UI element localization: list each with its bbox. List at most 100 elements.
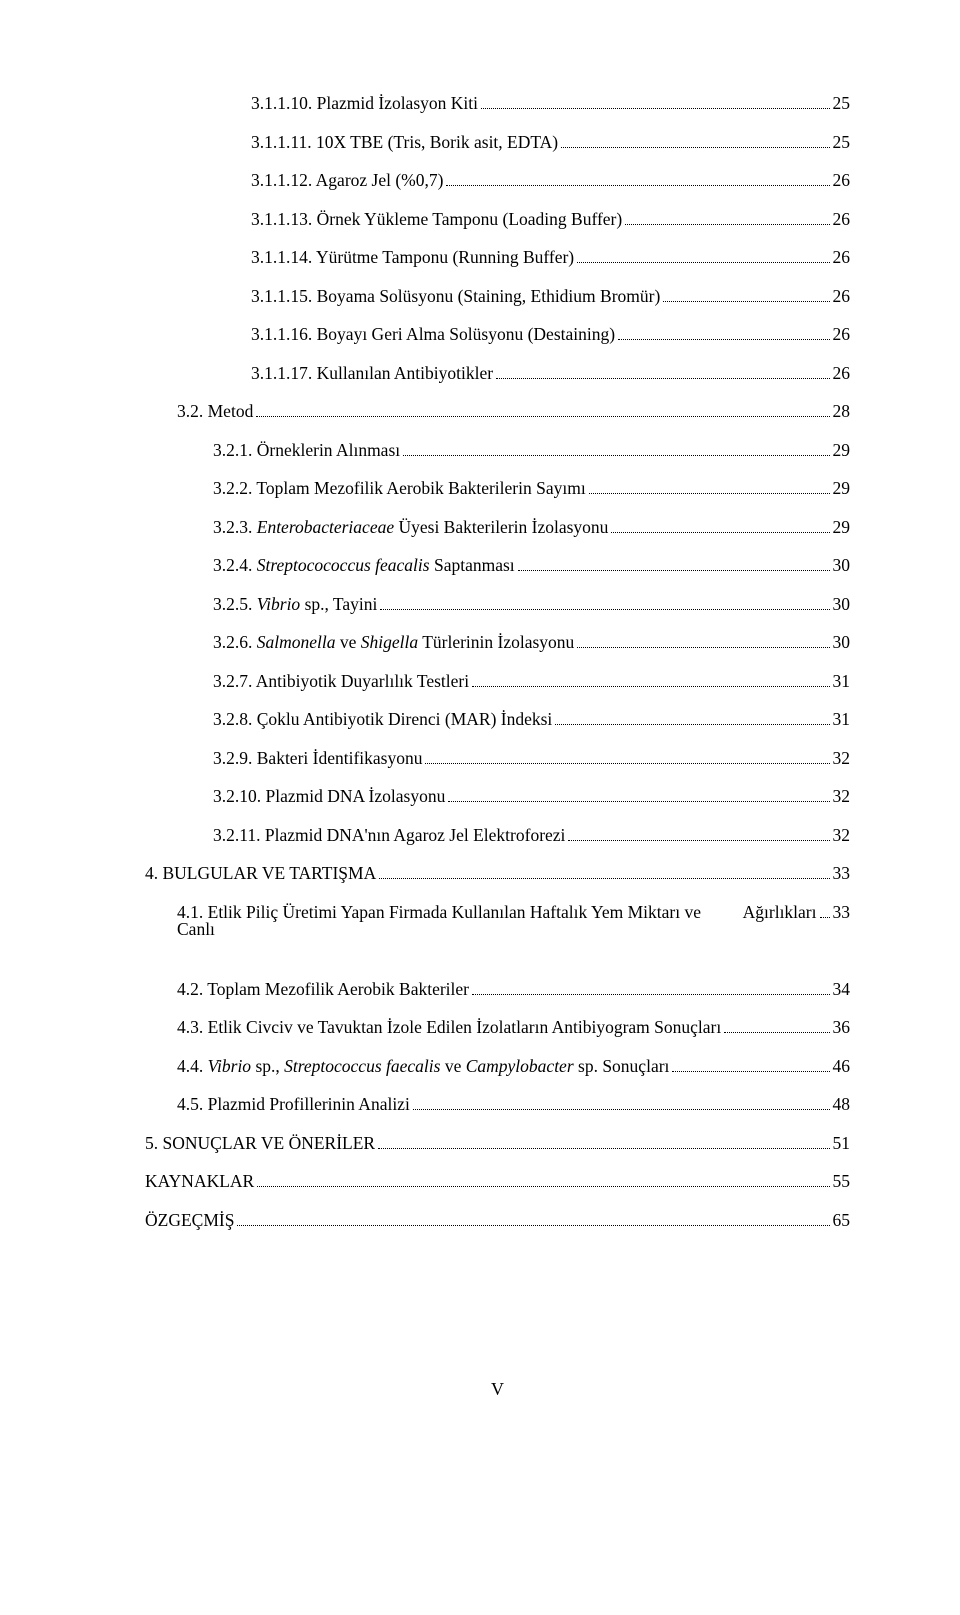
toc-page-number: 48	[833, 1096, 851, 1114]
toc-leader-dots	[561, 147, 829, 148]
toc-leader-dots	[380, 609, 829, 610]
toc-entry: 4.3. Etlik Civciv ve Tavuktan İzole Edil…	[145, 1019, 850, 1037]
toc-label: 4.1. Etlik Piliç Üretimi Yapan Firmada K…	[177, 904, 705, 939]
toc-leader-dots	[820, 917, 830, 918]
toc-page-number: 26	[833, 172, 851, 190]
toc-leader-dots	[472, 686, 829, 687]
toc-page-number: 29	[833, 442, 851, 460]
toc-page-number: 33	[833, 865, 851, 883]
toc-leader-dots	[518, 570, 830, 571]
toc-leader-dots	[446, 185, 829, 186]
toc-label: 3.2.1. Örneklerin Alınması	[213, 442, 400, 460]
toc-entry: 4.2. Toplam Mezofilik Aerobik Bakteriler…	[145, 981, 850, 999]
toc-page-number: 51	[833, 1135, 851, 1153]
toc-page-number: 32	[833, 827, 851, 845]
toc-entry: 3.1.1.11. 10X TBE (Tris, Borik asit, EDT…	[145, 134, 850, 152]
toc-label: 4.2. Toplam Mezofilik Aerobik Bakteriler	[177, 981, 469, 999]
toc-label: 3.1.1.13. Örnek Yükleme Tamponu (Loading…	[251, 211, 622, 229]
toc-leader-dots	[568, 840, 829, 841]
toc-page-number: 30	[833, 557, 851, 575]
toc-leader-dots	[472, 994, 830, 995]
toc-entry: 3.2.3. Enterobacteriaceae Üyesi Bakteril…	[145, 519, 850, 537]
toc-label: 5. SONUÇLAR VE ÖNERİLER	[145, 1135, 375, 1153]
toc-label: 4.4. Vibrio sp., Streptococcus faecalis …	[177, 1058, 669, 1076]
toc-entry: 3.1.1.10. Plazmid İzolasyon Kiti25	[145, 95, 850, 113]
toc-label: 3.1.1.14. Yürütme Tamponu (Running Buffe…	[251, 249, 574, 267]
toc-page-number: 26	[833, 288, 851, 306]
toc-page-number: 26	[833, 249, 851, 267]
toc-entry: 4.1. Etlik Piliç Üretimi Yapan Firmada K…	[145, 904, 850, 960]
toc-leader-dots	[663, 301, 829, 302]
toc-entry: 3.2. Metod28	[145, 403, 850, 421]
toc-leader-dots	[496, 378, 829, 379]
toc-entry: 3.2.9. Bakteri İdentifikasyonu 32	[145, 750, 850, 768]
toc-label-continued: Ağırlıkları	[743, 904, 817, 922]
toc-entry: 3.2.6. Salmonella ve Shigella Türlerinin…	[145, 634, 850, 652]
toc-label: 3.2.8. Çoklu Antibiyotik Direnci (MAR) İ…	[213, 711, 552, 729]
toc-entry: 3.1.1.15. Boyama Solüsyonu (Staining, Et…	[145, 288, 850, 306]
toc-page-number: 29	[833, 519, 851, 537]
toc-entry: 3.2.7. Antibiyotik Duyarlılık Testleri 31	[145, 673, 850, 691]
toc-label: 3.2.4. Streptocococcus feacalis Saptanma…	[213, 557, 515, 575]
toc-page-number: 29	[833, 480, 851, 498]
toc-leader-dots	[577, 262, 829, 263]
toc-entry: ÖZGEÇMİŞ65	[145, 1212, 850, 1230]
toc-label: 3.1.1.15. Boyama Solüsyonu (Staining, Et…	[251, 288, 660, 306]
toc-entry: 3.1.1.14. Yürütme Tamponu (Running Buffe…	[145, 249, 850, 267]
toc-leader-dots	[555, 724, 829, 725]
toc-leader-dots	[577, 647, 829, 648]
toc-label: 3.2.7. Antibiyotik Duyarlılık Testleri	[213, 673, 469, 691]
toc-label: 3.1.1.16. Boyayı Geri Alma Solüsyonu (De…	[251, 326, 615, 344]
toc-entry: 3.1.1.17. Kullanılan Antibiyotikler 26	[145, 365, 850, 383]
toc-leader-dots	[481, 108, 830, 109]
toc-page-number: 26	[833, 326, 851, 344]
toc-leader-dots	[413, 1109, 830, 1110]
toc-page-number: 32	[833, 788, 851, 806]
toc-leader-dots	[589, 493, 830, 494]
toc-leader-dots	[378, 1148, 829, 1149]
toc-entry: 3.2.2. Toplam Mezofilik Aerobik Bakteril…	[145, 480, 850, 498]
toc-entry: 3.2.11. Plazmid DNA'nın Agaroz Jel Elekt…	[145, 827, 850, 845]
toc-page-number: 30	[833, 634, 851, 652]
toc-label: 3.2. Metod	[177, 403, 253, 421]
toc-label: 3.2.3. Enterobacteriaceae Üyesi Bakteril…	[213, 519, 608, 537]
toc-entry: 4.5. Plazmid Profillerinin Analizi 48	[145, 1096, 850, 1114]
toc-entry: 3.2.5. Vibrio sp., Tayini30	[145, 596, 850, 614]
toc-entry: KAYNAKLAR55	[145, 1173, 850, 1191]
toc-entry: 3.1.1.16. Boyayı Geri Alma Solüsyonu (De…	[145, 326, 850, 344]
toc-label: 3.1.1.12. Agaroz Jel (%0,7)	[251, 172, 443, 190]
toc-label: 3.2.5. Vibrio sp., Tayini	[213, 596, 377, 614]
toc-label: 3.2.9. Bakteri İdentifikasyonu	[213, 750, 422, 768]
toc-label: 3.2.11. Plazmid DNA'nın Agaroz Jel Elekt…	[213, 827, 565, 845]
toc-leader-dots	[237, 1225, 829, 1226]
toc-leader-dots	[611, 532, 829, 533]
toc-leader-dots	[618, 339, 829, 340]
toc-page-number: 55	[833, 1173, 851, 1191]
toc-page-number: 31	[833, 673, 851, 691]
toc-entry: 3.2.10. Plazmid DNA İzolasyonu 32	[145, 788, 850, 806]
toc-label: 4.3. Etlik Civciv ve Tavuktan İzole Edil…	[177, 1019, 721, 1037]
toc-page-number: 25	[833, 95, 851, 113]
toc-page-number: 26	[833, 365, 851, 383]
toc-page-number: 31	[833, 711, 851, 729]
toc-label: 4. BULGULAR VE TARTIŞMA	[145, 865, 376, 883]
toc-page-number: 32	[833, 750, 851, 768]
page-number-footer: V	[145, 1379, 850, 1400]
toc-leader-dots	[256, 416, 829, 417]
toc-leader-dots	[379, 878, 829, 879]
toc-label: 3.1.1.17. Kullanılan Antibiyotikler	[251, 365, 493, 383]
toc-entry: 4. BULGULAR VE TARTIŞMA 33	[145, 865, 850, 883]
toc-entry: 3.1.1.13. Örnek Yükleme Tamponu (Loading…	[145, 211, 850, 229]
toc-leader-dots	[625, 224, 829, 225]
table-of-contents: 3.1.1.10. Plazmid İzolasyon Kiti25 3.1.1.…	[145, 95, 850, 1229]
toc-label: 4.5. Plazmid Profillerinin Analizi	[177, 1096, 410, 1114]
toc-page-number: 65	[833, 1212, 851, 1230]
toc-leader-dots	[672, 1071, 829, 1072]
toc-entry: 3.2.1. Örneklerin Alınması 29	[145, 442, 850, 460]
toc-entry: 5. SONUÇLAR VE ÖNERİLER 51	[145, 1135, 850, 1153]
toc-page-number: 26	[833, 211, 851, 229]
toc-page-number: 34	[833, 981, 851, 999]
toc-label: 3.2.10. Plazmid DNA İzolasyonu	[213, 788, 445, 806]
toc-leader-dots	[724, 1032, 829, 1033]
toc-leader-dots	[257, 1186, 829, 1187]
